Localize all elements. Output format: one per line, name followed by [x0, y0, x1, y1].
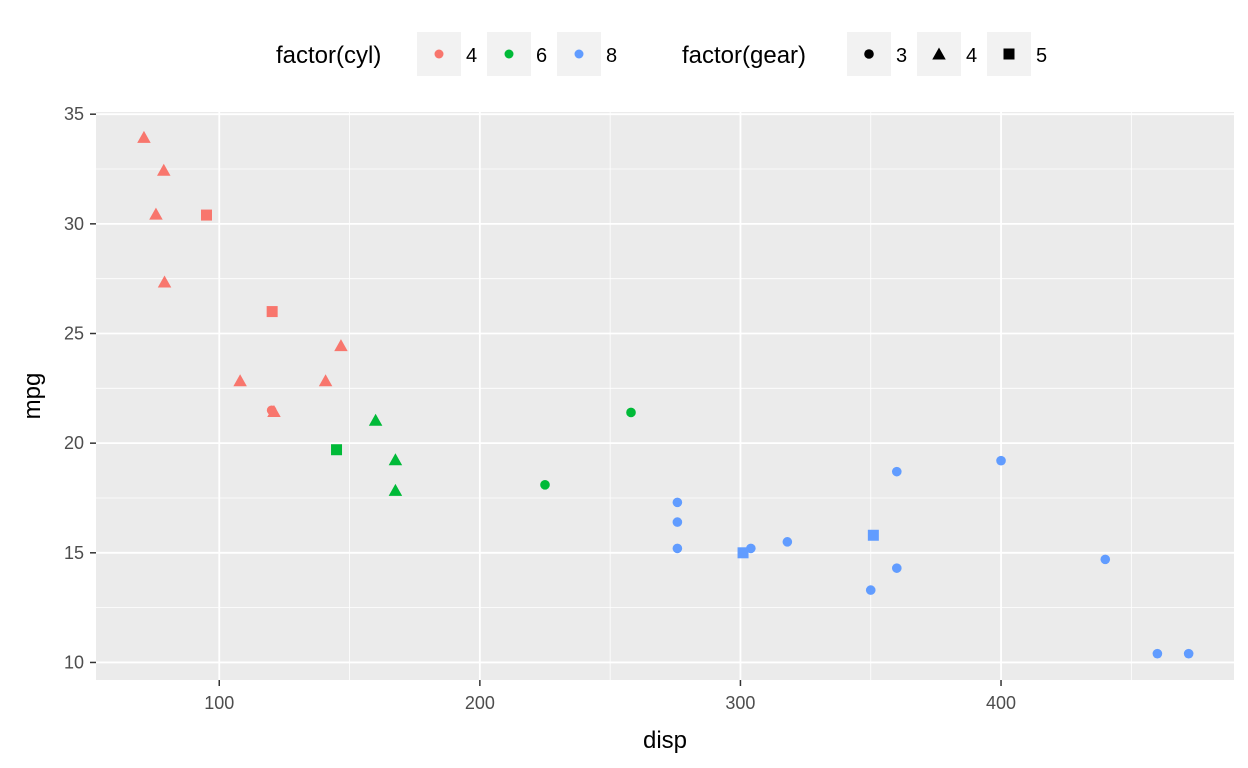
y-tick-label: 35	[64, 104, 84, 124]
data-point	[672, 543, 683, 554]
y-tick-label: 20	[64, 433, 84, 453]
y-tick-label: 30	[64, 214, 84, 234]
legend-marker	[434, 49, 444, 59]
data-point	[891, 563, 902, 573]
legend-marker	[574, 49, 584, 59]
legend-label: 8	[606, 45, 617, 67]
data-point	[233, 374, 247, 387]
data-point	[368, 413, 383, 426]
data-point	[865, 585, 876, 595]
data-point	[334, 339, 348, 352]
legend-label: 4	[466, 45, 477, 67]
x-axis-title: disp	[643, 727, 687, 754]
data-point	[1152, 648, 1163, 659]
legend-marker	[932, 47, 946, 60]
x-tick-label: 300	[725, 693, 755, 713]
data-point	[266, 405, 277, 416]
legend-label: 4	[966, 45, 977, 67]
gridlines	[96, 112, 1234, 680]
data-point	[200, 209, 212, 221]
legend-title: factor(gear)	[682, 42, 806, 69]
data-point	[1183, 648, 1194, 659]
data-point	[318, 374, 333, 387]
data-point	[782, 537, 793, 547]
data-point	[137, 130, 151, 143]
legend-label: 6	[536, 45, 547, 67]
y-tick-label: 15	[64, 543, 84, 563]
data-point	[266, 306, 278, 318]
x-tick-label: 400	[986, 693, 1016, 713]
data-point	[737, 547, 749, 559]
legend-label: 3	[896, 45, 907, 67]
legend-marker	[504, 49, 514, 59]
data-point	[157, 163, 171, 176]
legend-marker	[1003, 48, 1015, 60]
legend-marker	[864, 49, 874, 59]
data-point	[672, 497, 683, 508]
legend-title: factor(cyl)	[276, 42, 381, 69]
plot-panel	[96, 112, 1234, 680]
data-point	[388, 483, 403, 496]
x-tick-label: 200	[465, 693, 495, 713]
y-tick-label: 10	[64, 652, 84, 672]
data-point	[331, 444, 343, 456]
data-point	[996, 455, 1006, 466]
data-points	[137, 130, 1194, 659]
x-tick-label: 100	[204, 693, 234, 713]
data-point	[672, 517, 683, 527]
data-point	[867, 529, 879, 541]
data-point	[1100, 554, 1111, 565]
data-point	[157, 275, 172, 288]
legend-label: 5	[1036, 45, 1047, 67]
y-tick-label: 25	[64, 323, 84, 343]
y-axis-title: mpg	[19, 373, 46, 420]
legend: factor(cyl) 4 6 8 factor(gear) 3 4 5	[276, 32, 1047, 76]
data-point	[388, 453, 403, 466]
data-point	[626, 407, 636, 418]
data-point	[149, 207, 163, 220]
data-point	[891, 466, 902, 477]
data-point	[540, 480, 550, 490]
axes: 100 200 300 400 10 15 20 25 30 35	[64, 104, 1016, 713]
